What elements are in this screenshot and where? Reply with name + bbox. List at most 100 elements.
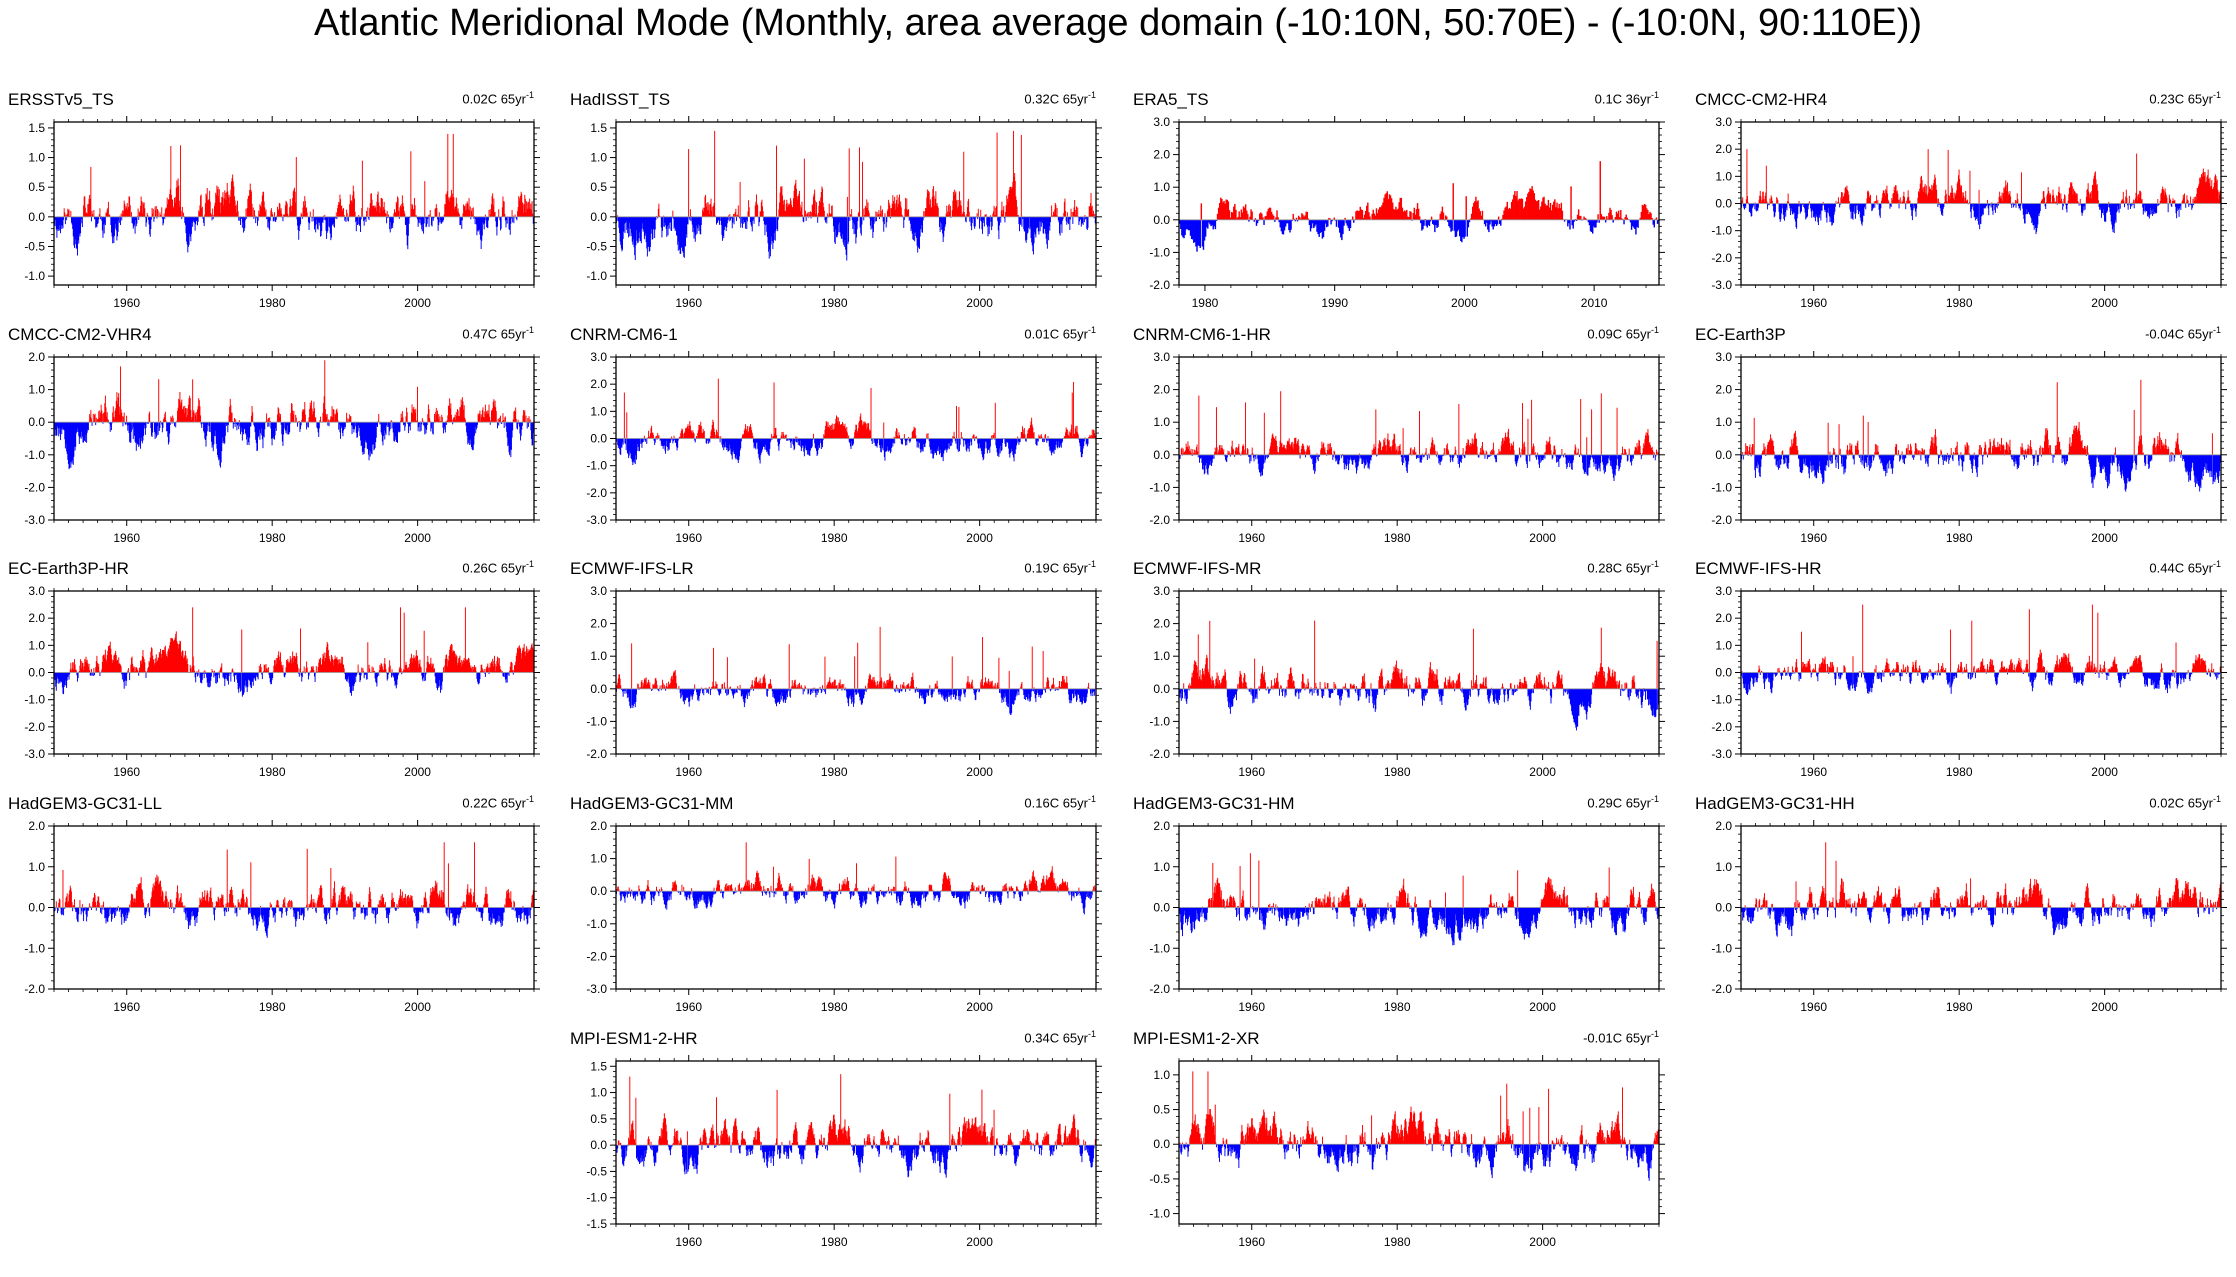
anomaly-bar (1353, 220, 1354, 223)
anomaly-bar (817, 217, 818, 223)
anomaly-bar (958, 439, 959, 452)
anomaly-bar (504, 214, 505, 217)
anomaly-bar (1613, 220, 1614, 223)
anomaly-bar (327, 422, 328, 425)
anomaly-bar (153, 209, 154, 217)
anomaly-bar (1065, 211, 1066, 217)
anomaly-bar (162, 422, 163, 428)
anomaly-bar (1464, 220, 1465, 237)
anomaly-bar (276, 217, 277, 220)
anomaly-bar (925, 439, 926, 444)
anomaly-bar (2157, 204, 2158, 207)
anomaly-bar (1498, 217, 1499, 220)
y-tick-label: 0.0 (1153, 213, 1170, 227)
anomaly-bar (250, 422, 251, 426)
y-tick-label: -1.0 (24, 448, 45, 462)
anomaly-bar (735, 209, 736, 217)
anomaly-bar (863, 217, 864, 220)
anomaly-bar (498, 209, 499, 217)
anomaly-bar (528, 422, 529, 427)
anomaly-bar (108, 202, 109, 217)
anomaly-bar (95, 414, 96, 423)
anomaly-bar (175, 422, 176, 427)
anomaly-bar (274, 212, 275, 217)
anomaly-bar (309, 217, 310, 224)
anomaly-bar (1336, 220, 1337, 227)
anomaly-bar (512, 217, 513, 222)
y-tick-label: 0.0 (28, 210, 45, 224)
y-tick-label: 1.0 (28, 151, 45, 165)
anomaly-bar (882, 210, 883, 217)
anomaly-bar (994, 206, 995, 217)
anomaly-bar (849, 217, 850, 221)
anomaly-bar (296, 418, 297, 423)
anomaly-bar (419, 422, 420, 432)
anomaly-bar (869, 213, 870, 217)
anomaly-bar (741, 439, 742, 442)
anomaly-bar (432, 217, 433, 227)
trend-value: 0.1C 36yr (1595, 91, 1651, 106)
anomaly-bar (102, 414, 103, 422)
anomaly-bar (433, 422, 434, 434)
anomaly-bar (200, 415, 201, 422)
anomaly-bar (181, 211, 182, 217)
anomaly-bar (63, 217, 64, 220)
anomaly-bar (1000, 217, 1001, 223)
anomaly-bar (350, 416, 351, 422)
anomaly-bar (1057, 208, 1058, 217)
anomaly-bar (876, 217, 877, 221)
anomaly-bar (307, 213, 308, 217)
anomaly-bar (158, 379, 159, 422)
anomaly-bar (415, 409, 416, 422)
y-tick-label: -1.0 (24, 269, 45, 283)
anomaly-bar (131, 212, 132, 217)
anomaly-bar (875, 211, 876, 216)
anomaly-bar (720, 217, 721, 221)
anomaly-bar (617, 217, 618, 221)
anomaly-bar (430, 210, 431, 217)
anomaly-bar (65, 217, 66, 224)
anomaly-bar (234, 418, 235, 422)
panel-title: ERSSTv5_TS (8, 90, 114, 110)
anomaly-bar (689, 217, 690, 220)
anomaly-bar (88, 422, 89, 430)
anomaly-bar (336, 212, 337, 216)
anomaly-bar (334, 217, 335, 228)
anomaly-bar (740, 182, 741, 217)
anomaly-bar (904, 434, 905, 438)
anomaly-bar (255, 217, 256, 223)
anomaly-bar (2185, 204, 2186, 208)
anomaly-bar (390, 422, 391, 429)
anomaly-bar (1247, 214, 1248, 220)
anomaly-bar (2126, 198, 2127, 204)
anomaly-bar (258, 217, 259, 221)
anomaly-bar (273, 217, 274, 221)
anomaly-bar (1352, 216, 1353, 219)
anomaly-bar (500, 416, 501, 423)
anomaly-bar (193, 410, 194, 422)
anomaly-bar (1482, 211, 1483, 220)
anomaly-bar (1093, 211, 1094, 217)
anomaly-bar (386, 217, 387, 223)
anomaly-bar (709, 439, 710, 443)
anomaly-bar (1978, 204, 1979, 225)
y-tick-label: -2.0 (1149, 278, 1170, 292)
anomaly-bar (512, 210, 513, 217)
anomaly-bar (82, 217, 83, 227)
anomaly-bar (1987, 200, 1988, 204)
anomaly-bar (894, 439, 895, 444)
panel-title: HadISST_TS (570, 90, 670, 110)
anomaly-bar (803, 217, 804, 222)
anomaly-bar (2133, 200, 2134, 204)
anomaly-bar (1423, 220, 1424, 226)
anomaly-bar (328, 420, 329, 423)
x-tick-label: 2000 (404, 531, 431, 545)
anomaly-bar (2021, 172, 2022, 203)
y-tick-label: -0.5 (586, 239, 607, 253)
anomaly-bar (2015, 200, 2016, 203)
anomaly-bar (120, 217, 121, 225)
anomaly-bar (781, 432, 782, 438)
anomaly-bar (747, 217, 748, 222)
anomaly-bar (2188, 200, 2189, 203)
